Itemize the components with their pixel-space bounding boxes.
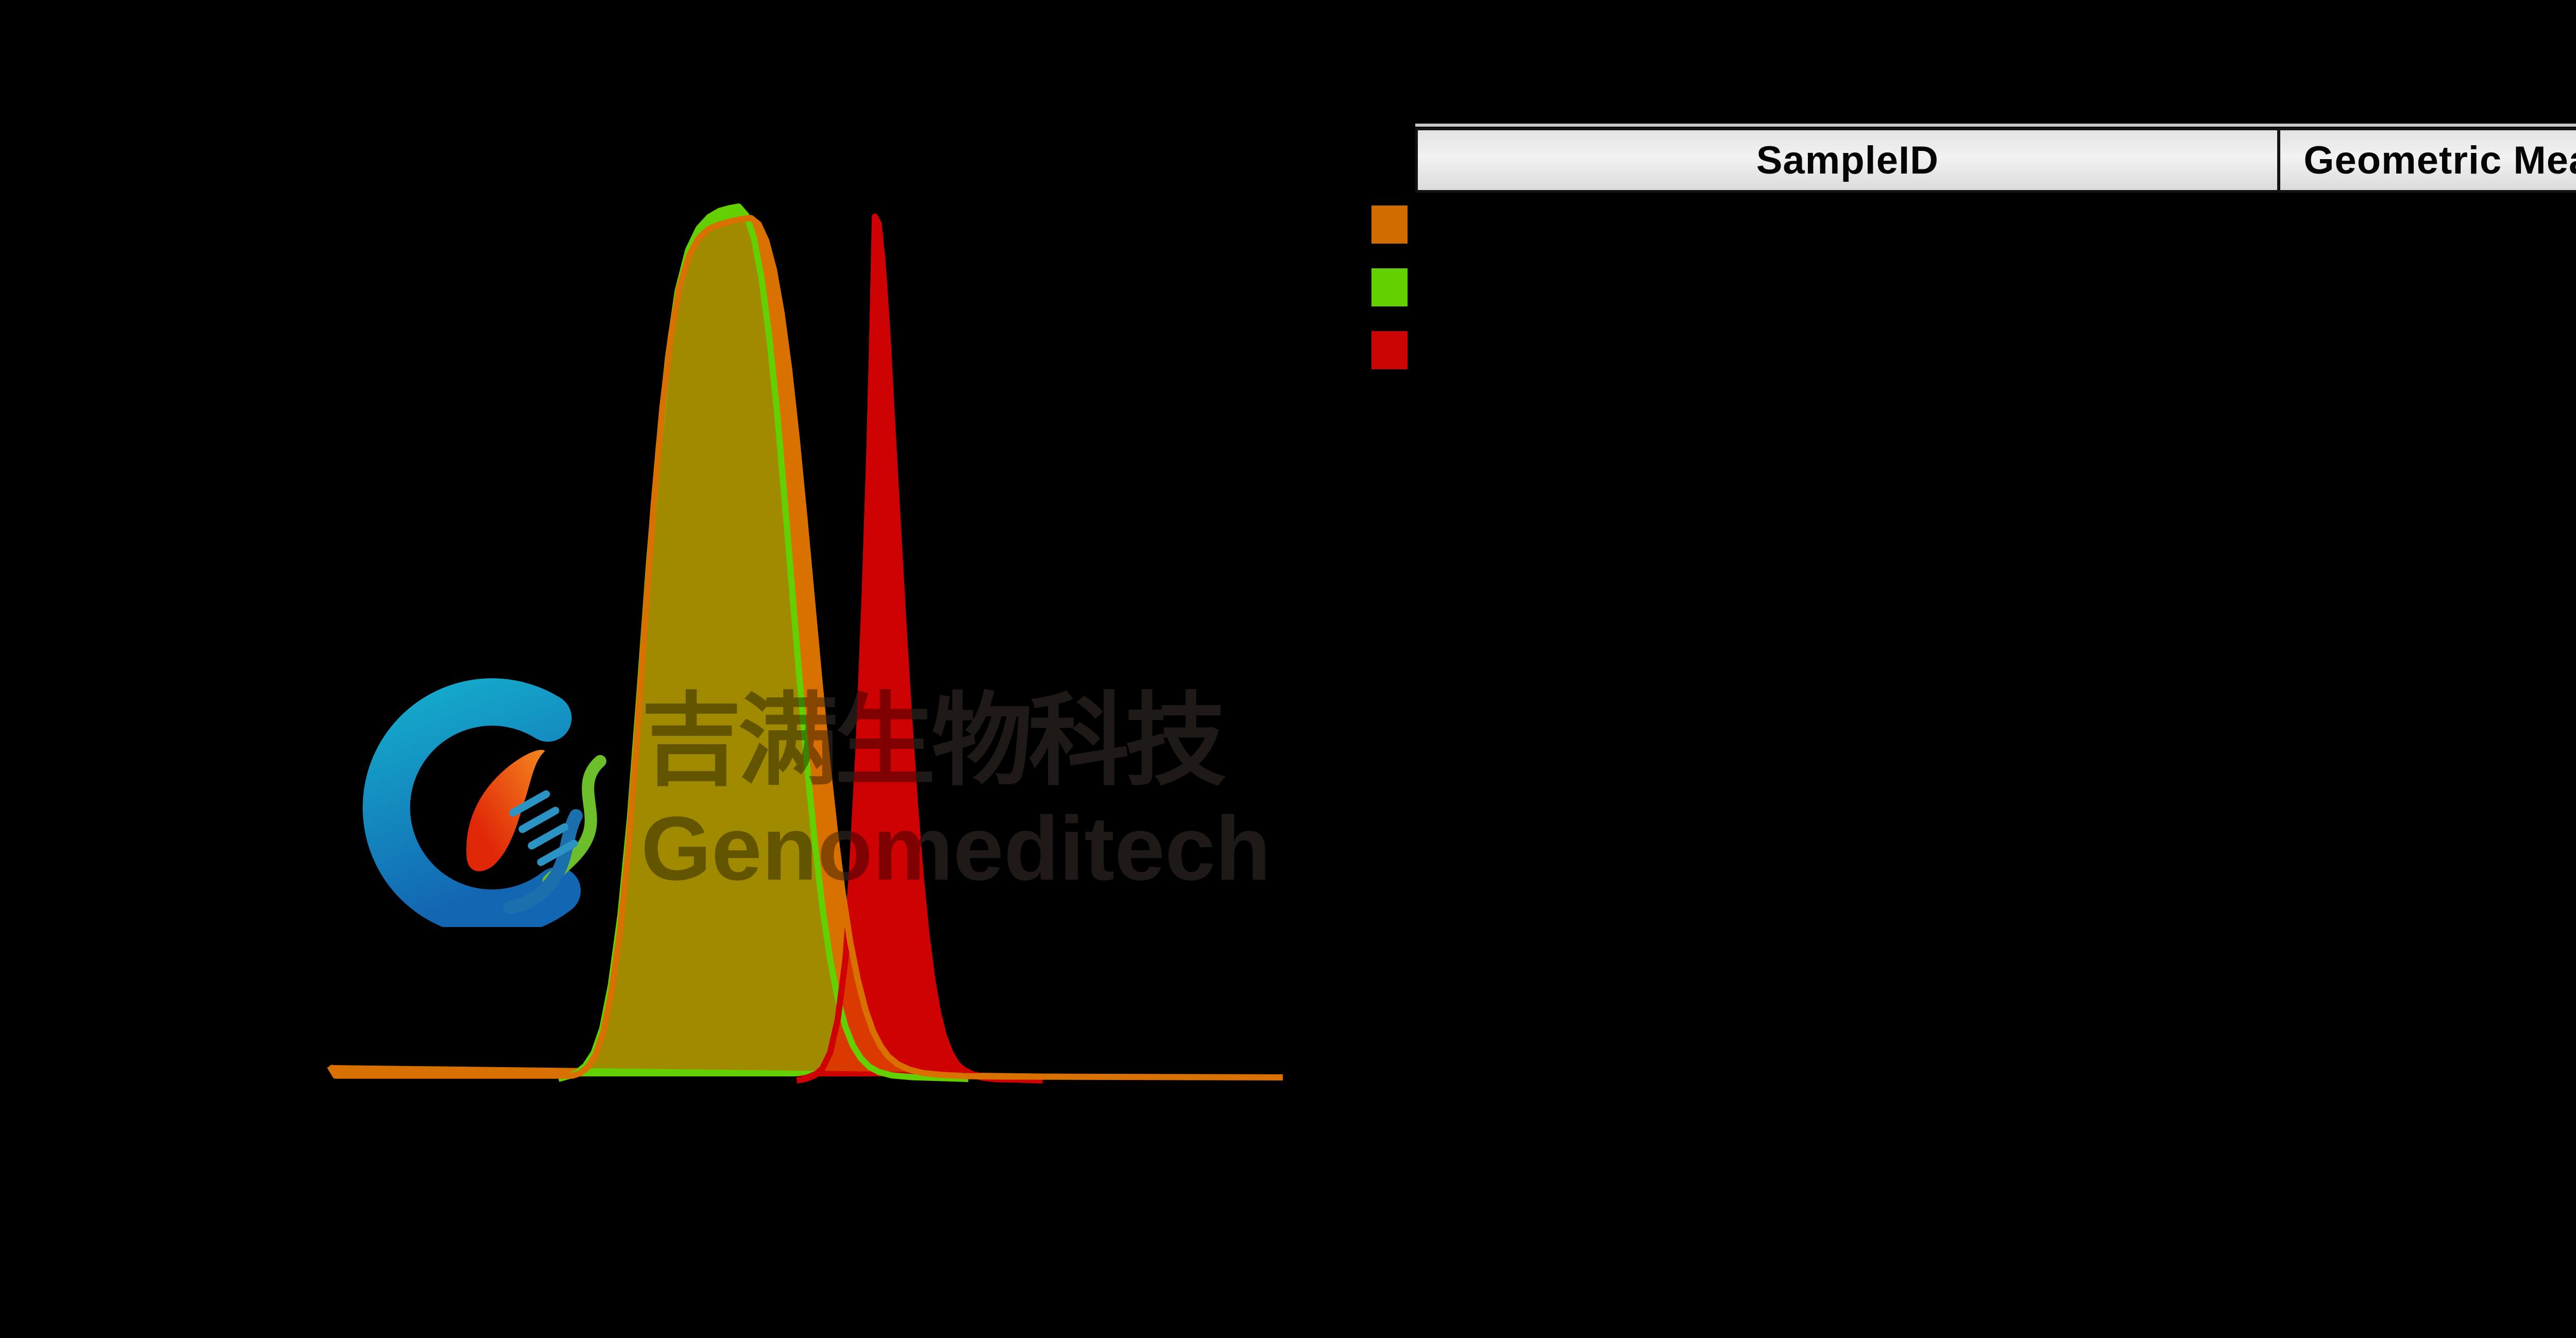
column-divider	[2277, 130, 2280, 190]
legend-swatch-green	[1371, 268, 1408, 306]
genomeditech-logo-icon	[363, 678, 606, 927]
table-top-accent-line	[1415, 124, 2576, 127]
logo-flame	[466, 749, 545, 871]
legend-swatch-red	[1371, 331, 1408, 369]
logo-dna-strand	[503, 809, 583, 914]
column-header-sampleid: SampleID	[1756, 138, 1939, 182]
logo-dna-rungs	[509, 790, 578, 866]
stats-table-header: SampleID Geometric Mean : FL11-H	[1415, 128, 2576, 193]
legend-swatch-orange	[1371, 205, 1408, 244]
column-header-geometric-mean: Geometric Mean : FL11-H	[2303, 138, 2576, 182]
logo-blue-crescent	[363, 678, 581, 927]
